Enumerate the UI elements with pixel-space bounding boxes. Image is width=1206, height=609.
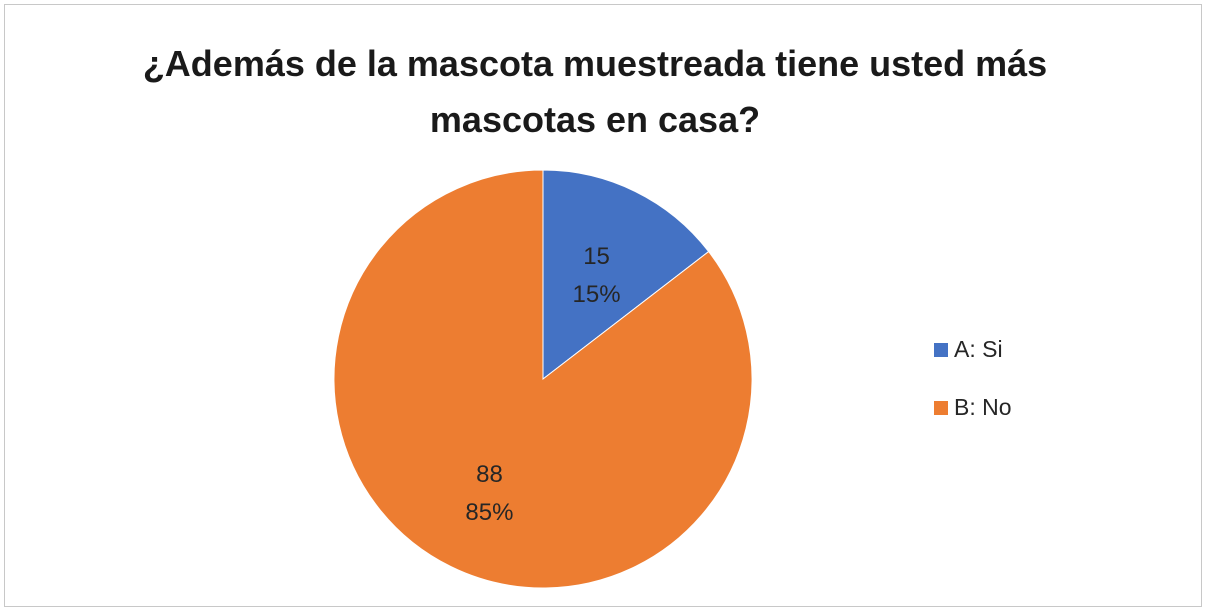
pie-slices xyxy=(333,169,753,589)
data-label-percent-1: 15% xyxy=(573,281,621,308)
legend-swatch-2 xyxy=(934,401,948,415)
pie-slice-1 xyxy=(542,169,710,381)
data-label-value-1: 15 xyxy=(583,243,610,270)
legend: A: Si B: No xyxy=(934,336,1012,420)
pie-data-labels: 15 15% 88 85% xyxy=(465,243,620,526)
legend-label-2: B: No xyxy=(954,394,1012,420)
legend-label-1: A: Si xyxy=(954,336,1003,362)
legend-swatch-1 xyxy=(934,343,948,357)
chart-title: ¿Además de la mascota muestreada tiene u… xyxy=(142,43,1048,140)
pie-slice-2 xyxy=(333,169,753,589)
data-label-percent-2: 85% xyxy=(465,499,513,526)
data-label-value-2: 88 xyxy=(476,461,503,488)
